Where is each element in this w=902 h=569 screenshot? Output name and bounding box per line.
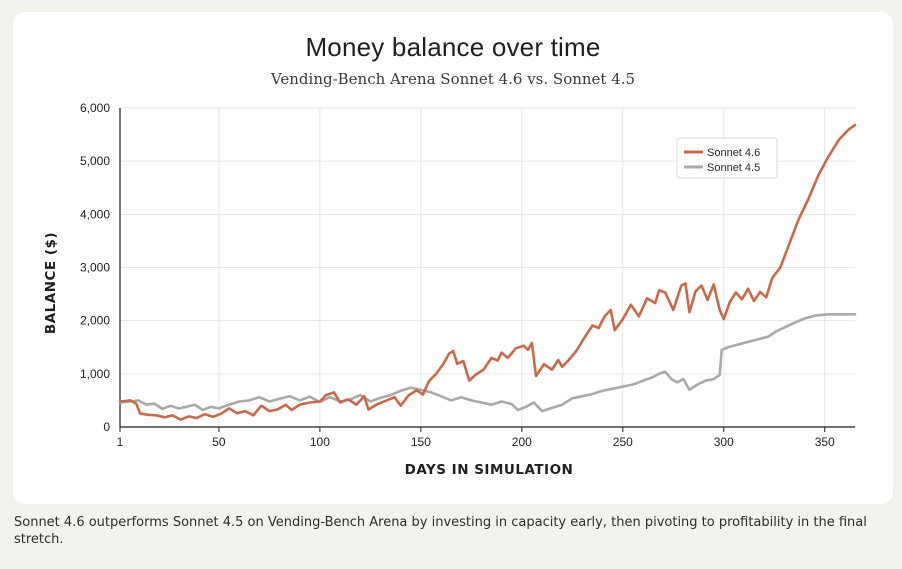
legend: Sonnet 4.6 Sonnet 4.5 <box>676 137 778 179</box>
axes <box>119 108 855 432</box>
x-tick-label: 300 <box>714 435 734 449</box>
x-tick-label: 100 <box>310 435 330 449</box>
x-tick-label: 250 <box>613 435 633 449</box>
legend-label-sonnet-4-6: Sonnet 4.6 <box>707 147 760 159</box>
series-line-sonnet-4-6 <box>118 123 857 421</box>
y-tick-label: 0 <box>103 420 110 434</box>
y-tick-label: 6,000 <box>80 101 110 115</box>
chart-card: Money balance over time Vending-Bench Ar… <box>13 12 893 504</box>
y-tick-label: 5,000 <box>80 154 110 168</box>
y-tick-label: 2,000 <box>80 314 110 328</box>
x-tick-label: 200 <box>512 435 532 449</box>
grid-lines <box>120 107 855 427</box>
x-axis-title: DAYS IN SIMULATION <box>405 462 574 478</box>
x-tick-label: 50 <box>212 435 226 449</box>
series-line-sonnet-4-5 <box>118 312 857 413</box>
y-tick-label: 3,000 <box>80 261 110 275</box>
chart-title: Money balance over time <box>305 32 601 62</box>
x-tick-label: 1 <box>117 435 124 449</box>
legend-label-sonnet-4-5: Sonnet 4.5 <box>707 162 760 174</box>
y-tick-label: 4,000 <box>80 207 110 221</box>
x-tick-label: 350 <box>815 435 835 449</box>
series-lines <box>118 123 857 421</box>
x-tick-label: 150 <box>411 435 431 449</box>
y-tick-label: 1,000 <box>80 367 110 381</box>
chart-subtitle: Vending-Bench Arena Sonnet 4.6 vs. Sonne… <box>270 70 636 88</box>
y-axis-title: BALANCE ($) <box>43 232 59 334</box>
figure-caption: Sonnet 4.6 outperforms Sonnet 4.5 on Ven… <box>14 515 867 547</box>
